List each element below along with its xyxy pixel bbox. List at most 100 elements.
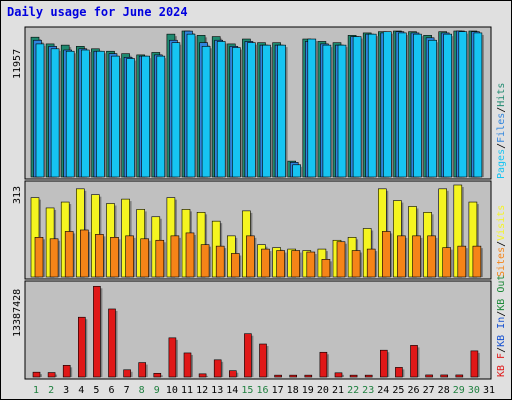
x-tick-label: 10 bbox=[166, 385, 178, 396]
panel-kb-bars bbox=[32, 285, 480, 378]
x-tick-label: 11 bbox=[181, 385, 193, 396]
legend-pages: Pages bbox=[496, 149, 507, 179]
x-tick-label: 7 bbox=[124, 385, 130, 396]
p2legend-text: Sites/Visits bbox=[496, 205, 507, 277]
legend-files: Files bbox=[496, 113, 507, 143]
x-tick-label: 27 bbox=[423, 385, 435, 396]
x-tick-label: 8 bbox=[139, 385, 145, 396]
day-kb-f-bar bbox=[410, 345, 418, 378]
day-sites-bar bbox=[64, 231, 74, 278]
day-pages-bar bbox=[216, 41, 226, 178]
day-kb-f-bar bbox=[78, 316, 86, 378]
x-tick-label: 24 bbox=[377, 385, 389, 396]
day-sites-bar bbox=[306, 251, 316, 278]
day-kb-f-bar bbox=[153, 372, 162, 378]
x-tick-label: 25 bbox=[392, 385, 404, 396]
x-tick-label: 14 bbox=[226, 385, 238, 396]
day-kb-f-bar bbox=[213, 359, 222, 378]
legend-hits: Hits bbox=[496, 83, 507, 107]
day-sites-bar bbox=[125, 235, 134, 278]
day-pages-bar bbox=[473, 32, 483, 178]
day-sites-bar bbox=[155, 239, 165, 278]
x-tick-label: 20 bbox=[317, 385, 329, 396]
day-pages-bar bbox=[322, 44, 332, 178]
x-tick-label: 16 bbox=[256, 385, 268, 396]
x-tick-label: 31 bbox=[483, 385, 495, 396]
day-kb-f-bar bbox=[470, 350, 479, 378]
x-tick-label: 18 bbox=[287, 385, 299, 396]
day-pages-bar bbox=[50, 48, 60, 178]
day-pages-bar bbox=[398, 32, 407, 178]
p1legend-text: Pages/Files/Hits bbox=[496, 83, 507, 179]
day-sites-bar bbox=[366, 248, 376, 278]
day-pages-bar bbox=[382, 31, 392, 178]
day-pages-bar bbox=[428, 39, 437, 178]
day-pages-bar bbox=[232, 47, 241, 178]
day-sites-bar bbox=[276, 250, 285, 278]
panel-visits-legend: Sites/Visits bbox=[496, 205, 507, 277]
day-kb-f-bar bbox=[244, 333, 252, 378]
x-tick-label: 21 bbox=[332, 385, 344, 396]
x-tick-label: 1 bbox=[33, 385, 39, 396]
day-kb-f-bar bbox=[198, 373, 207, 378]
day-kb-f-bar bbox=[379, 349, 388, 378]
day-pages-bar bbox=[277, 44, 286, 178]
panel-hits-bars bbox=[30, 30, 484, 178]
day-kb-f-bar bbox=[47, 372, 56, 378]
day-kb-f-bar bbox=[168, 337, 177, 378]
day-sites-bar bbox=[140, 238, 149, 278]
day-kb-f-bar bbox=[319, 351, 328, 378]
x-tick-label: 23 bbox=[362, 385, 374, 396]
day-pages-bar bbox=[443, 33, 453, 178]
day-kb-f-bar bbox=[62, 365, 71, 378]
day-pages-bar bbox=[367, 33, 377, 178]
day-sites-bar bbox=[457, 245, 467, 278]
x-tick-label: 13 bbox=[211, 385, 223, 396]
x-tick-label: 19 bbox=[302, 385, 314, 396]
day-pages-bar bbox=[35, 43, 45, 178]
day-kb-f-bar bbox=[108, 308, 116, 378]
x-tick-label: 4 bbox=[78, 385, 84, 396]
day-pages-bar bbox=[171, 42, 181, 178]
panel-kb-legend: KB F/KB In/KB Out bbox=[496, 275, 507, 377]
legend-kb-in: KB In bbox=[496, 317, 507, 347]
day-kb-f-bar bbox=[123, 369, 131, 378]
day-sites-bar bbox=[412, 235, 421, 278]
day-pages-bar bbox=[111, 55, 120, 178]
panel-visits-max-label: 313 bbox=[12, 186, 23, 204]
day-sites-bar bbox=[381, 231, 391, 278]
day-sites-bar bbox=[34, 237, 44, 278]
day-kb-f-bar bbox=[289, 374, 298, 378]
day-kb-f-bar bbox=[304, 374, 313, 378]
day-sites-bar bbox=[442, 247, 452, 278]
day-kb-f-bar bbox=[395, 367, 403, 378]
day-kb-f-bar bbox=[440, 374, 449, 378]
day-sites-bar bbox=[246, 235, 255, 278]
day-pages-bar bbox=[262, 44, 271, 178]
day-sites-bar bbox=[185, 232, 195, 278]
day-sites-bar bbox=[472, 245, 482, 278]
day-pages-bar bbox=[96, 50, 105, 178]
day-kb-f-bar bbox=[229, 370, 237, 378]
x-tick-label: 29 bbox=[453, 385, 465, 396]
day-kb-f-bar bbox=[349, 374, 358, 378]
legend-sites: Sites bbox=[496, 247, 507, 277]
day-pages-bar bbox=[307, 38, 317, 178]
day-pages-bar bbox=[126, 58, 135, 178]
day-pages-bar bbox=[201, 46, 211, 178]
day-kb-f-bar bbox=[455, 374, 464, 378]
day-sites-bar bbox=[95, 234, 104, 278]
legend-kb-out: KB Out bbox=[496, 275, 507, 311]
day-pages-bar bbox=[81, 49, 90, 178]
day-kb-f-bar bbox=[274, 374, 282, 378]
day-pages-bar bbox=[458, 31, 468, 178]
day-sites-bar bbox=[351, 250, 361, 278]
day-kb-f-bar bbox=[32, 371, 41, 378]
day-pages-bar bbox=[337, 44, 347, 178]
legend-kb-f: KB F bbox=[496, 353, 507, 377]
day-sites-bar bbox=[231, 253, 240, 278]
day-kb-f-bar bbox=[138, 362, 146, 378]
day-kb-f-bar bbox=[93, 285, 101, 378]
